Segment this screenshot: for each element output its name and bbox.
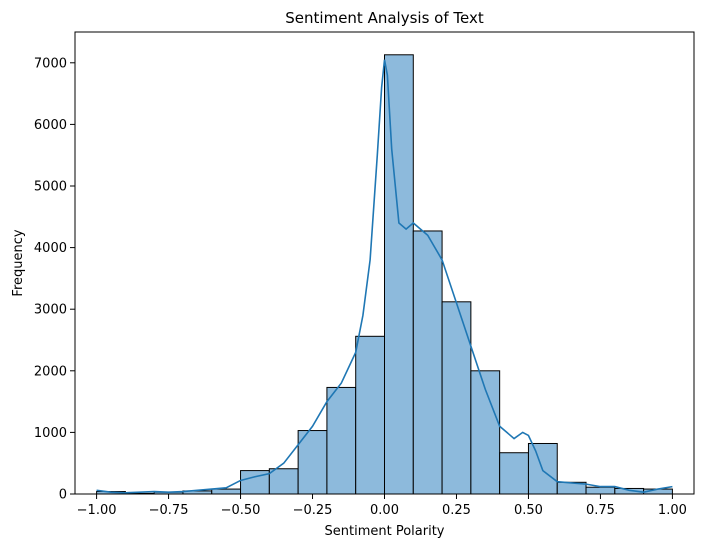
histogram-bar — [268, 468, 299, 495]
y-tick-label: 4000 — [34, 241, 67, 256]
y-tick-label: 1000 — [34, 426, 67, 441]
x-tick-label: −0.75 — [149, 503, 189, 518]
histogram-bar — [326, 386, 357, 495]
histogram-bar — [211, 488, 242, 495]
x-tick-label: 0.75 — [586, 503, 615, 518]
y-tick-label: 2000 — [34, 364, 67, 379]
y-tick-label: 3000 — [34, 303, 67, 318]
x-axis-ticks: −1.00 −0.75 −0.50 −0.25 0.00 0.25 0.50 0.75 1.00 — [77, 494, 687, 518]
x-tick-label: −0.25 — [293, 503, 333, 518]
x-tick-label: 0.00 — [370, 503, 399, 518]
x-tick-label: 0.25 — [442, 503, 471, 518]
kde-density-line — [96, 59, 673, 494]
y-axis-label: Frequency — [11, 229, 26, 296]
histogram-bar — [412, 230, 443, 495]
x-tick-label: 0.50 — [514, 503, 543, 518]
histogram-bar — [499, 452, 529, 495]
chart-title: Sentiment Analysis of Text — [285, 9, 484, 27]
x-tick-label: 1.00 — [658, 503, 687, 518]
histogram-bar — [585, 486, 616, 495]
y-tick-label: 7000 — [34, 56, 67, 71]
y-tick-label: 0 — [59, 488, 67, 503]
histogram-bar — [441, 301, 472, 495]
histogram-bar — [384, 54, 414, 495]
histogram-bars — [96, 54, 673, 495]
x-axis-label: Sentiment Polarity — [325, 524, 445, 539]
x-tick-label: −0.50 — [221, 503, 261, 518]
x-tick-label: −1.00 — [77, 503, 117, 518]
y-tick-label: 6000 — [34, 118, 67, 133]
y-tick-label: 5000 — [34, 180, 67, 195]
y-axis-ticks: 0 1000 2000 3000 4000 5000 6000 7000 — [34, 56, 75, 503]
histogram-bar — [355, 335, 385, 495]
